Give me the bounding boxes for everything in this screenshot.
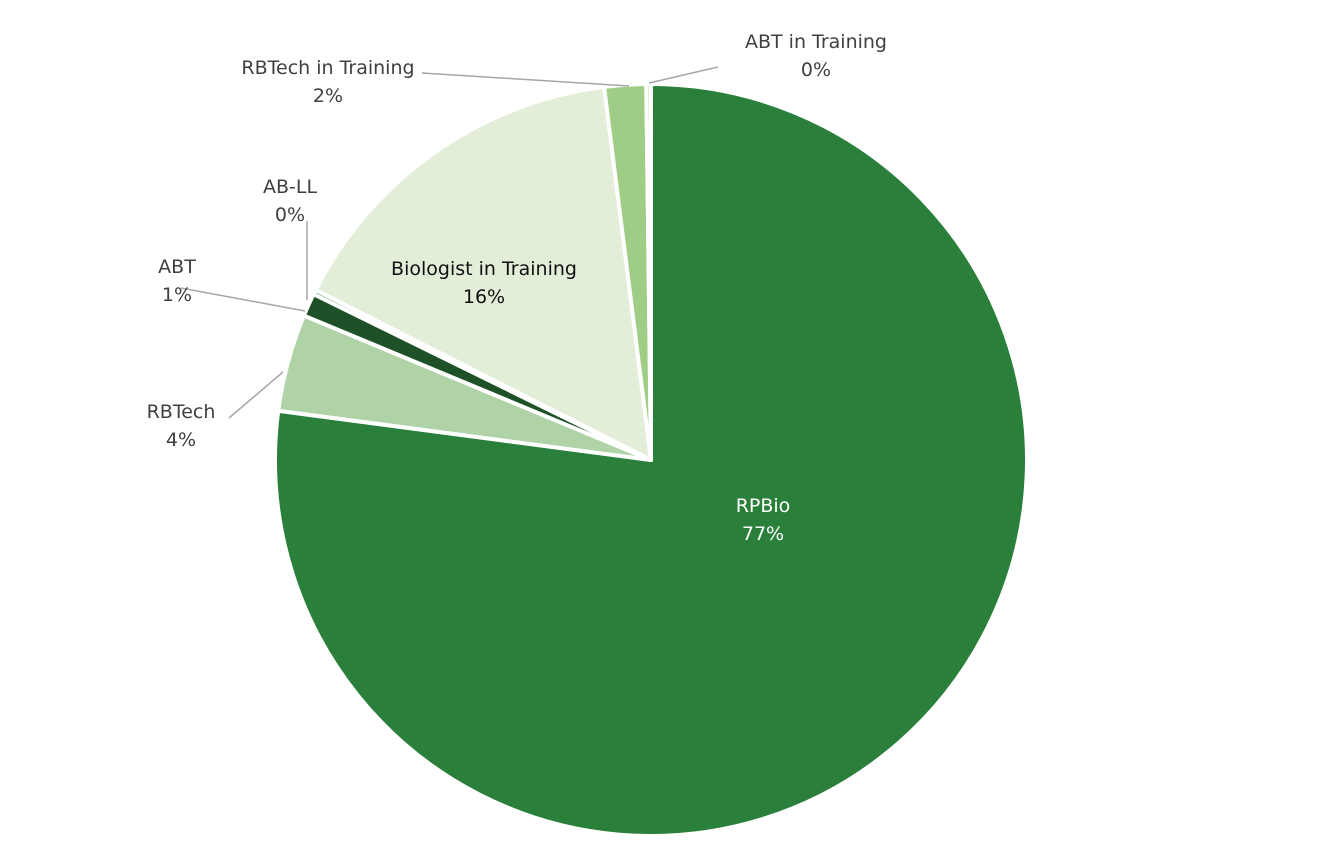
labels-layer: RPBio 77% RBTech 4% ABT 1% AB-LL 0% Biologist in… [147, 31, 887, 545]
slice-percent-biologist-in-training: 16% [463, 286, 505, 308]
pie-slice-biologist-in-training [313, 84, 653, 462]
slice-label-rpbio: RPBio [736, 495, 791, 517]
slice-label-abt-in-training: ABT in Training [745, 31, 887, 53]
slice-percent-abt: 1% [162, 284, 192, 306]
slice-label-rbtech: RBTech [147, 401, 216, 423]
slice-label-abt: ABT [158, 256, 196, 278]
slices-layer [272, 82, 1029, 838]
slice-label-rbtech-in-training: RBTech in Training [241, 57, 414, 79]
pie-slice-abt-in-training [644, 82, 653, 462]
leader-line-abt-in-training [648, 66, 719, 84]
slice-label-biologist-in-training: Biologist in Training [391, 258, 577, 280]
leader-lines-layer [180, 66, 719, 419]
slice-label-ab-ll: AB-LL [263, 176, 317, 198]
leader-line-rbtech [228, 371, 284, 419]
slice-percent-rpbio: 77% [742, 523, 784, 545]
leader-line-rbtech-in-training [421, 72, 630, 87]
pie-slice-rpbio [272, 82, 1029, 838]
leader-line-abt [180, 287, 306, 312]
slice-percent-abt-in-training: 0% [801, 59, 831, 81]
slice-percent-rbtech-in-training: 2% [313, 85, 343, 107]
slice-percent-ab-ll: 0% [275, 204, 305, 226]
slice-percent-rbtech: 4% [166, 429, 196, 451]
